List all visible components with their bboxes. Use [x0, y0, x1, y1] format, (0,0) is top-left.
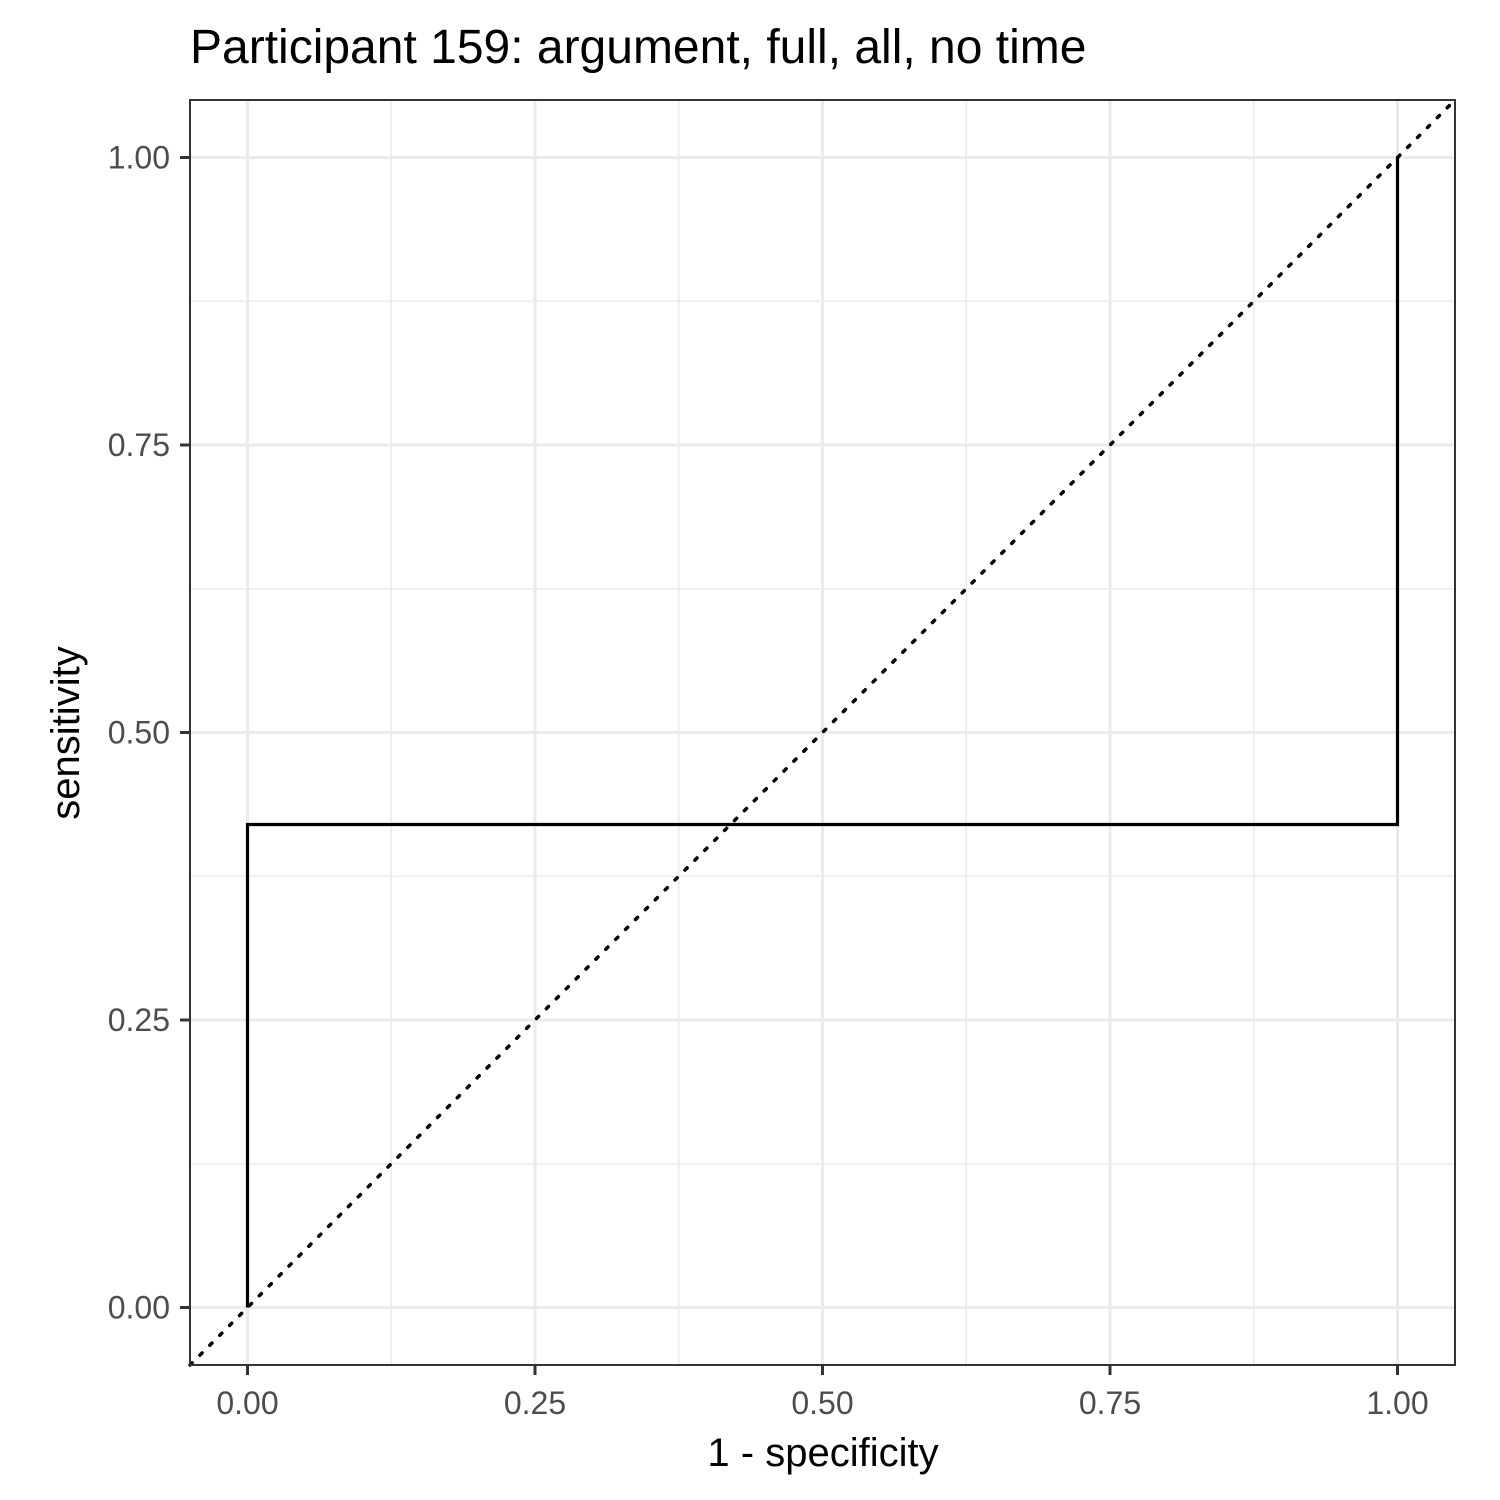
x-tick-label: 0.75	[1079, 1385, 1141, 1421]
roc-step-line	[245, 157, 1400, 1308]
y-axis-ticks: 0.00 0.25 0.50 0.75 1.00	[108, 140, 190, 1326]
y-tick-label: 0.00	[108, 1290, 170, 1326]
x-axis-title: 1 - specificity	[707, 1431, 938, 1475]
reference-diagonal	[188, 98, 1457, 1367]
series-layer	[245, 157, 1400, 1308]
y-tick-label: 0.75	[108, 427, 170, 463]
y-axis-title: sensitivity	[44, 646, 88, 819]
x-tick-label: 1.00	[1366, 1385, 1428, 1421]
x-tick-label: 0.25	[504, 1385, 566, 1421]
y-tick-label: 0.50	[108, 715, 170, 751]
x-tick-label: 0.50	[791, 1385, 853, 1421]
y-tick-label: 1.00	[108, 140, 170, 176]
chart-title: Participant 159: argument, full, all, no…	[190, 21, 1086, 74]
y-tick-label: 0.25	[108, 1002, 170, 1038]
x-tick-label: 0.00	[216, 1385, 278, 1421]
reference-dotted-line	[188, 98, 1457, 1367]
x-axis-ticks: 0.00 0.25 0.50 0.75 1.00	[216, 1365, 1429, 1421]
